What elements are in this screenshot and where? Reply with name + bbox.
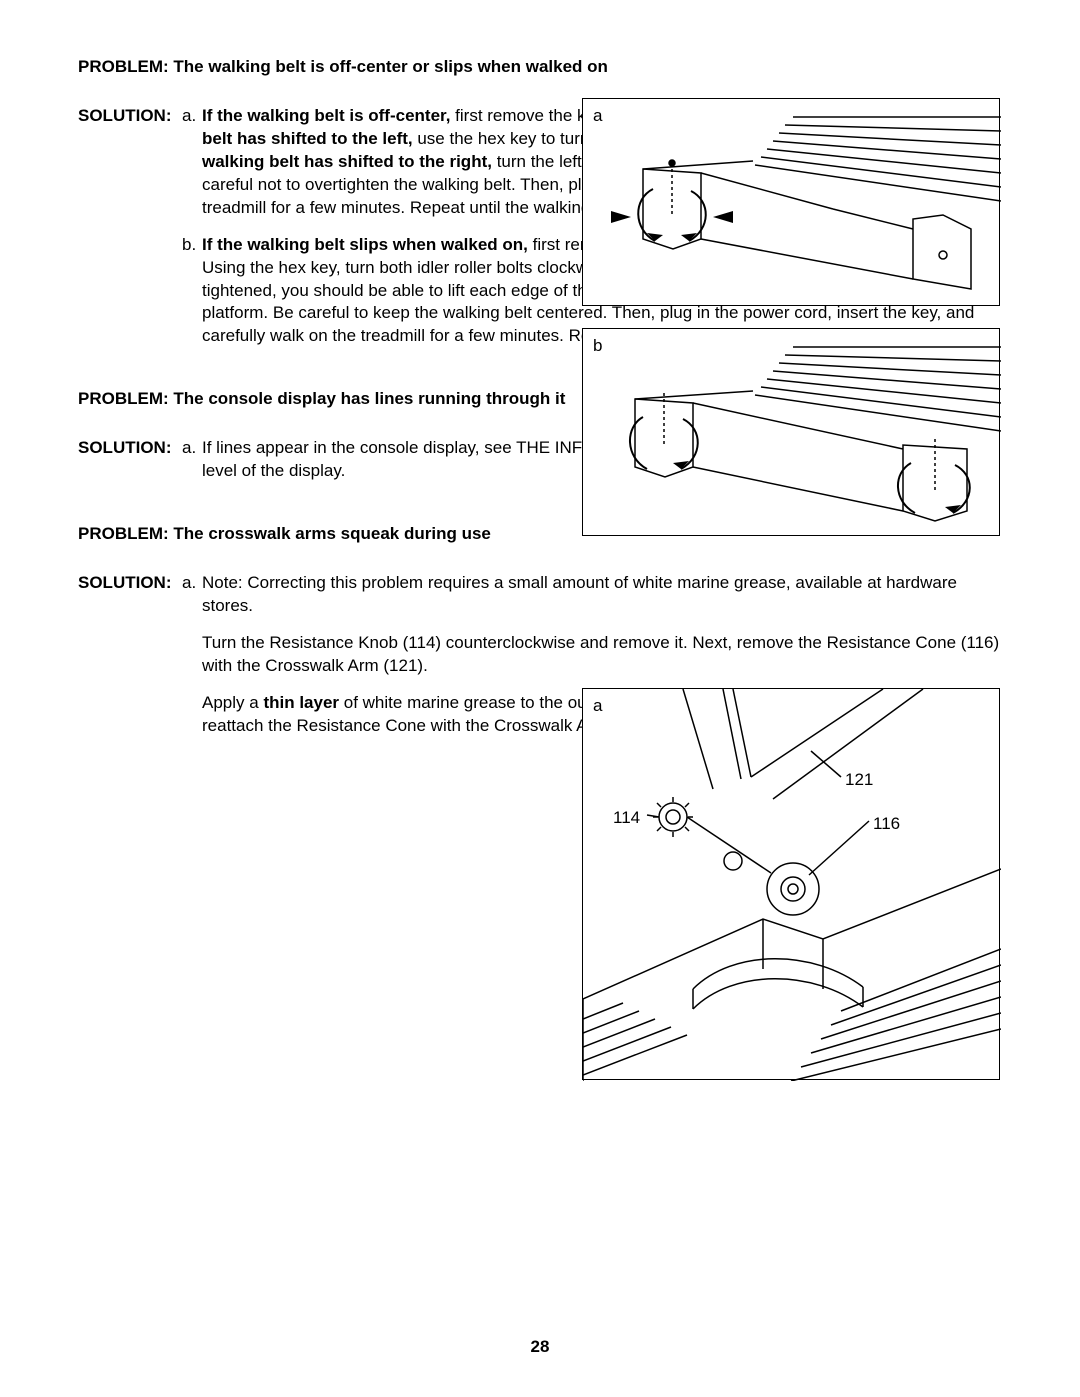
crosswalk-arm-diagram-icon <box>583 689 1001 1081</box>
problem-text: The console display has lines running th… <box>173 389 565 408</box>
figure-a: a <box>582 98 1000 306</box>
paragraph: Note: Correcting this problem requires a… <box>202 572 1002 618</box>
item-letter: a. <box>182 572 202 738</box>
figure-b: b <box>582 328 1000 536</box>
solution-label: SOLUTION: <box>78 437 182 497</box>
problem-label: PROBLEM: <box>78 389 169 408</box>
page-number: 28 <box>0 1336 1080 1359</box>
figure-label: b <box>593 335 602 358</box>
belt-diagram-b-icon <box>583 329 1001 537</box>
solution-label: SOLUTION: <box>78 572 182 752</box>
problem-label: PROBLEM: <box>78 57 169 76</box>
item-letter: a. <box>182 437 202 483</box>
problem-text: The walking belt is off-center or slips … <box>173 57 608 76</box>
figure-label: a <box>593 105 602 128</box>
callout-114: 114 <box>613 807 640 830</box>
item-letter: a. <box>182 105 202 220</box>
problem-heading-1: PROBLEM: The walking belt is off-center … <box>78 56 1002 79</box>
callout-116: 116 <box>873 813 900 836</box>
belt-diagram-a-icon <box>583 99 1001 307</box>
figure-crosswalk: a 121 114 116 <box>582 688 1000 1080</box>
figure-label: a <box>593 695 602 718</box>
callout-121: 121 <box>845 769 873 792</box>
solution-label: SOLUTION: <box>78 105 182 362</box>
problem-text: The crosswalk arms squeak during use <box>173 524 490 543</box>
problem-label: PROBLEM: <box>78 524 169 543</box>
paragraph: Turn the Resistance Knob (114) countercl… <box>202 632 1002 678</box>
item-letter: b. <box>182 234 202 349</box>
